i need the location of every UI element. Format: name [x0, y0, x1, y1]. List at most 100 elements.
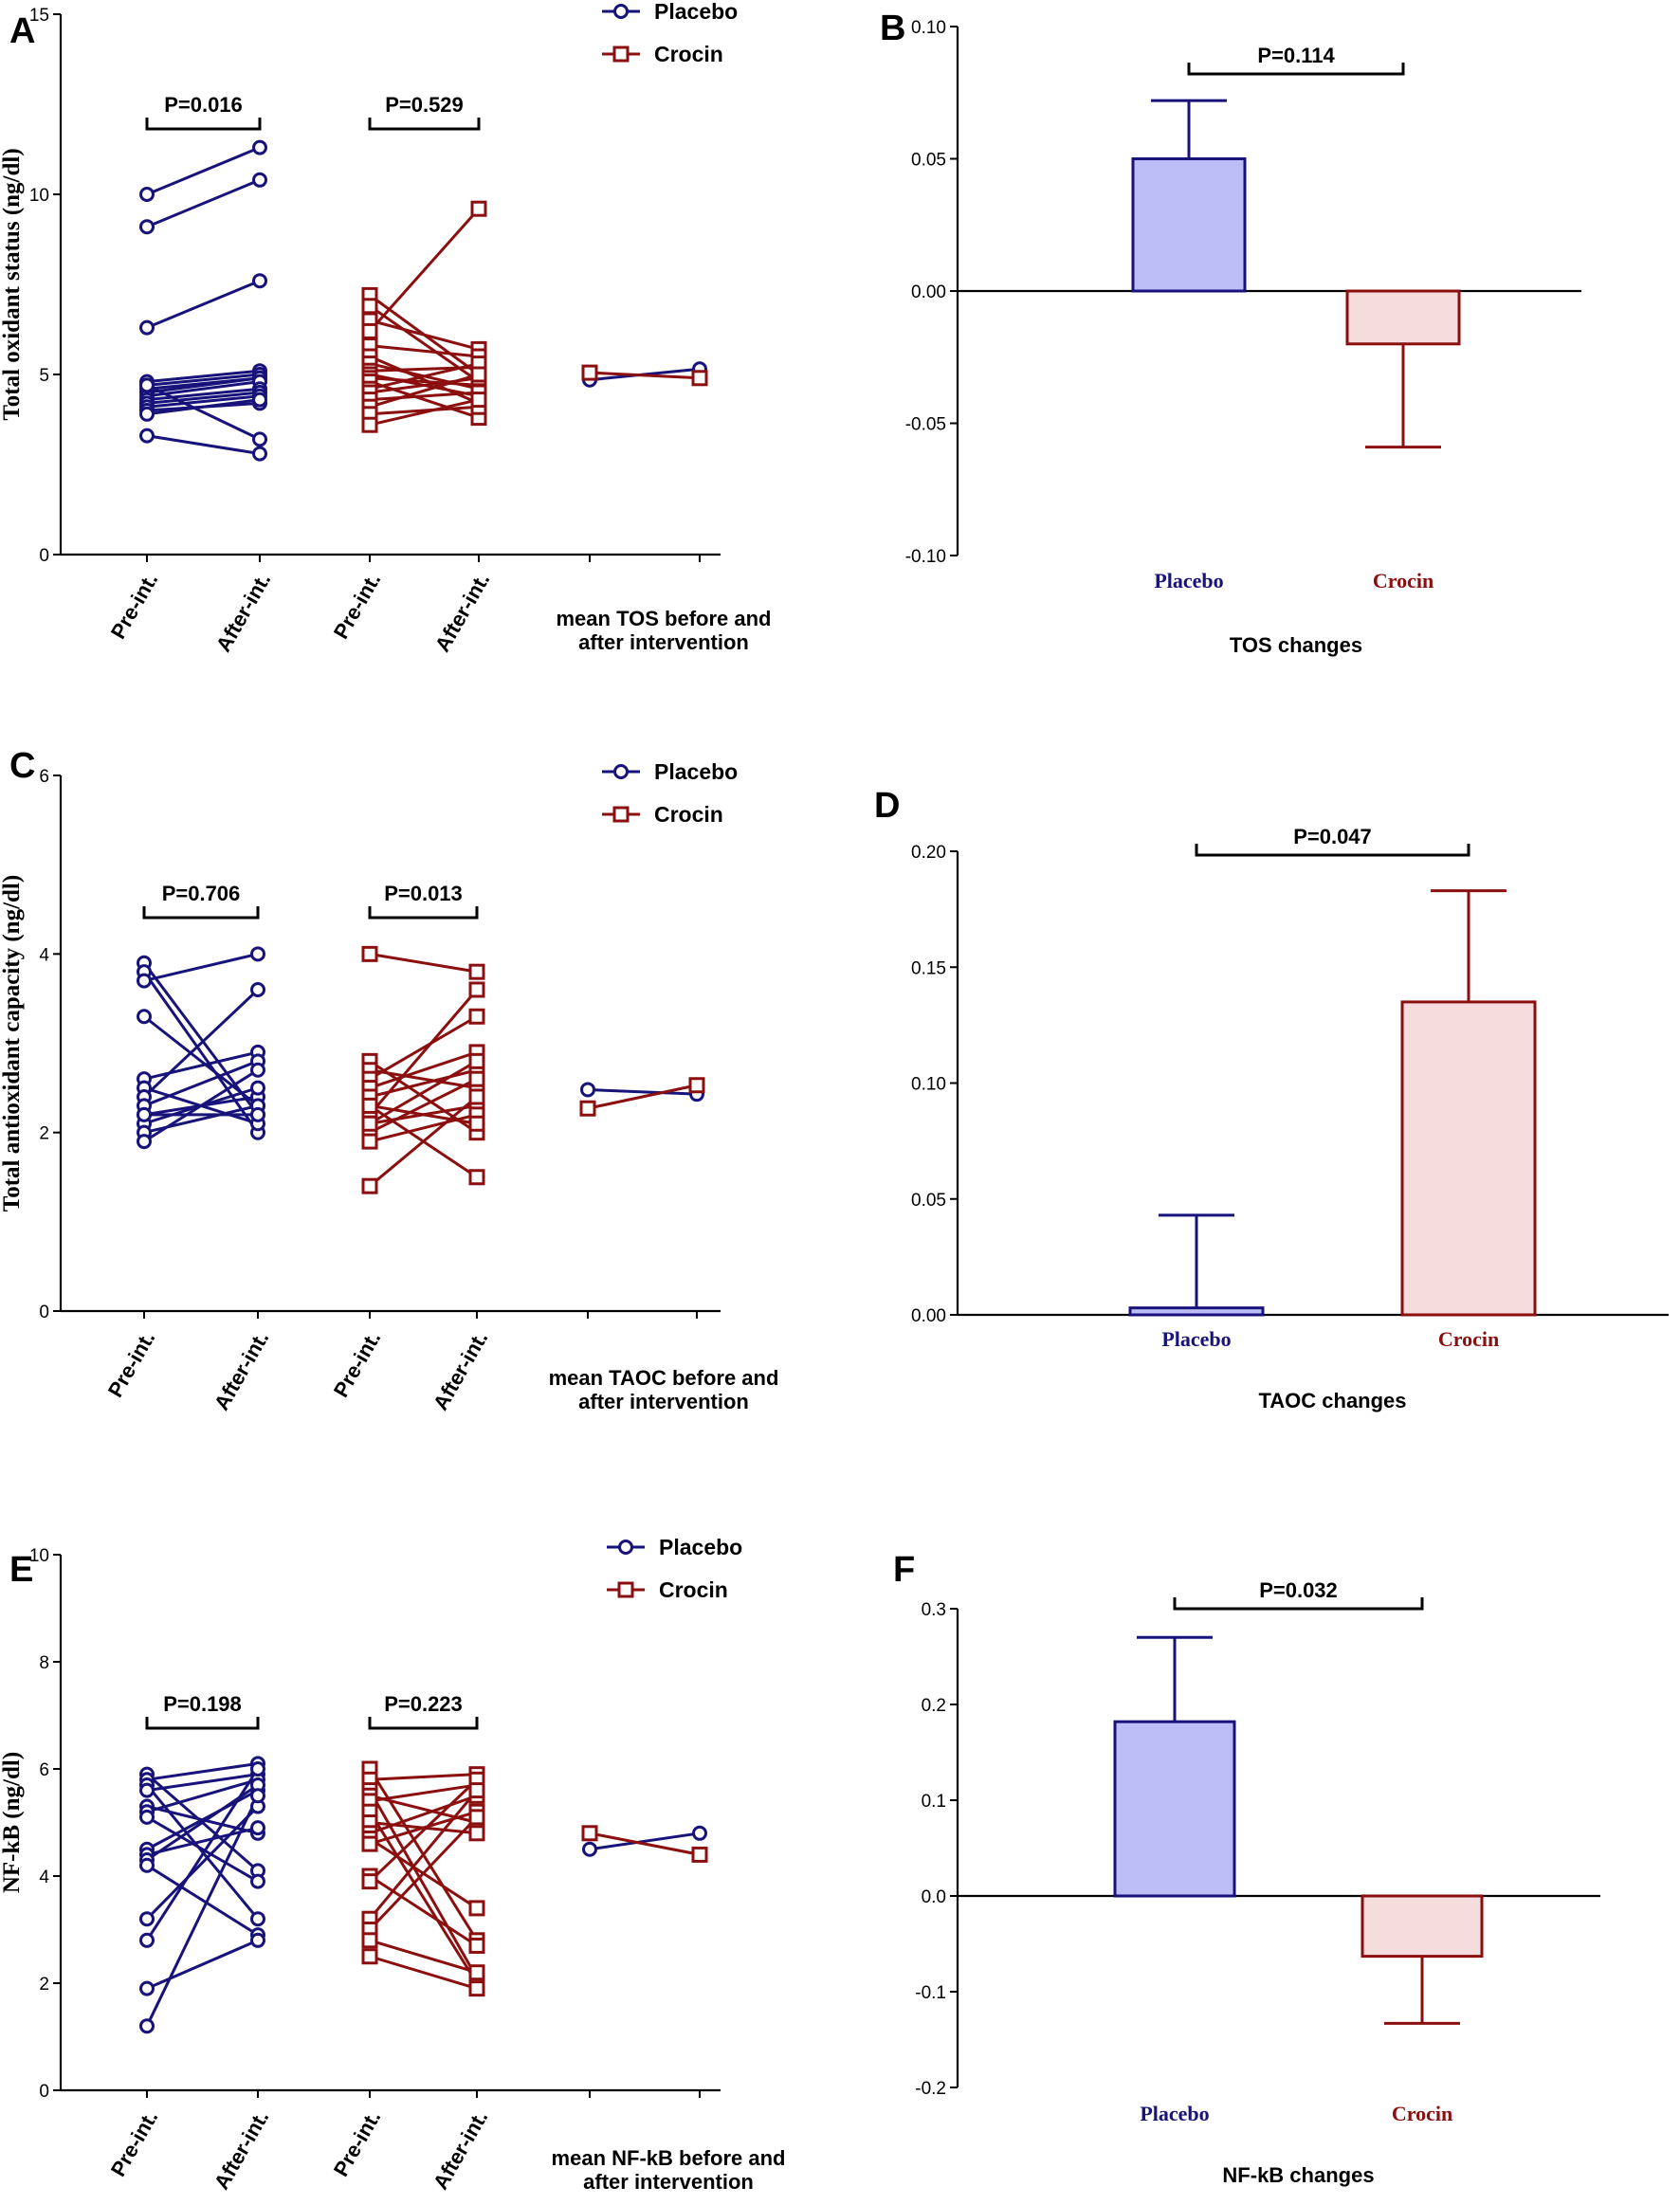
- mean-point-crocin-pre: [579, 1100, 596, 1117]
- data-point-after: [250, 1062, 265, 1078]
- subject-line: [146, 1777, 259, 1813]
- data-point-pre: [361, 1177, 378, 1194]
- subject-line: [369, 1810, 478, 1846]
- subject-line: [369, 1077, 478, 1135]
- data-point-pre: [361, 322, 378, 339]
- data-point-pre: [137, 1134, 152, 1150]
- subject-line: [369, 355, 480, 405]
- series-placebo: [137, 946, 265, 1150]
- y-tick-label: -0.2: [915, 2079, 946, 2099]
- legend: Placebo Crocin: [602, 0, 738, 66]
- subject-line: [143, 1059, 259, 1107]
- y-tick-label: 0.20: [911, 843, 946, 863]
- p-value-label: P=0.198: [163, 1692, 242, 1716]
- legend-marker-placebo: [613, 764, 629, 779]
- mean-series: [579, 1077, 705, 1117]
- p-value-label: P=0.016: [164, 93, 243, 117]
- panel-B: B -0.10 -0.05 0.00 0.05 0.10 Placebo Crocin TOS …: [880, 9, 1581, 657]
- p-value-bracket: [142, 906, 260, 920]
- subject-line: [146, 376, 261, 394]
- x-axis-label: TOS changes: [1230, 633, 1362, 657]
- data-point-pre: [137, 973, 152, 989]
- p-value-label: P=0.529: [385, 93, 464, 117]
- p-value-label: P=0.032: [1259, 1578, 1338, 1602]
- subject-line: [368, 208, 481, 333]
- subject-line: [369, 1014, 478, 1081]
- y-tick-label: 0.00: [911, 282, 946, 302]
- data-point-after: [250, 1820, 265, 1836]
- mean-label-line1: mean NF-kB before and: [552, 2146, 786, 2170]
- series-crocin: [361, 945, 485, 1194]
- y-tick-label: 4: [39, 945, 49, 965]
- panel-F: F -0.2 -0.1 0.0 0.1 0.2 0.3 Placebo Crocin NF-kB …: [893, 1550, 1600, 2187]
- legend-label-placebo: Placebo: [654, 759, 738, 784]
- subject-line: [369, 1060, 478, 1125]
- x-category-label: After-int.: [430, 569, 494, 656]
- data-point-pre: [361, 1932, 378, 1949]
- subject-line: [369, 1103, 478, 1125]
- y-tick-label: -0.05: [905, 415, 946, 435]
- y-tick-label: 6: [39, 767, 49, 787]
- mean-point-crocin-after: [691, 1846, 708, 1863]
- data-point-after: [250, 1932, 265, 1948]
- mean-line-crocin: [589, 371, 701, 380]
- y-tick-label: -0.10: [905, 547, 946, 567]
- y-axis-label: NF-kB (ng/dl): [0, 1752, 25, 1893]
- p-value-label: P=0.114: [1257, 44, 1335, 67]
- subject-line: [142, 971, 260, 1134]
- data-point-after: [470, 366, 487, 383]
- data-point-after: [468, 1980, 485, 1997]
- mean-point-placebo-after: [692, 1825, 707, 1841]
- subject-line: [146, 391, 261, 405]
- data-point-pre: [137, 1009, 152, 1025]
- mean-line-crocin: [589, 1831, 701, 1856]
- data-point-pre: [139, 1980, 155, 1996]
- legend-marker-crocin: [617, 1581, 634, 1598]
- p-value-bracket: [1195, 844, 1470, 857]
- subject-line: [143, 1068, 259, 1143]
- data-point-after: [468, 1964, 485, 1981]
- y-tick-label: 8: [39, 1653, 49, 1673]
- data-point-after: [468, 1825, 485, 1842]
- panel-label: D: [874, 786, 900, 826]
- y-tick-label: 0: [39, 1303, 49, 1322]
- panel-label: E: [9, 1550, 33, 1590]
- data-point-after: [468, 981, 485, 998]
- legend-label-crocin: Crocin: [659, 1577, 728, 1602]
- data-point-after: [250, 1106, 265, 1122]
- panel-label: B: [880, 9, 905, 48]
- y-tick-label: 10: [29, 186, 49, 206]
- y-tick-label: 0.05: [911, 151, 946, 171]
- data-point-after: [252, 392, 267, 408]
- subject-line: [369, 391, 480, 402]
- x-category-label: Placebo: [1154, 569, 1223, 592]
- mean-line-crocin: [587, 1084, 698, 1110]
- mean-point-crocin-after: [688, 1077, 705, 1094]
- mean-label-line2: after intervention: [578, 630, 749, 654]
- subject-line: [146, 1939, 259, 1991]
- subject-line: [369, 1113, 478, 1143]
- subject-line: [145, 1795, 260, 2027]
- legend-marker-placebo: [613, 4, 629, 19]
- y-tick-label: 10: [29, 1546, 49, 1566]
- mean-label-line2: after intervention: [578, 1390, 749, 1413]
- bar-placebo: [1131, 157, 1247, 293]
- data-point-after: [468, 1088, 485, 1105]
- subject-line: [368, 1815, 479, 1931]
- y-axis-label: Total antioxidant capacity (ng/dl): [0, 875, 25, 1212]
- subject-line: [369, 362, 480, 391]
- data-point-after: [250, 1911, 265, 1927]
- data-point-pre: [139, 1857, 155, 1873]
- data-point-pre: [139, 219, 155, 235]
- y-tick-label: -0.1: [915, 1983, 946, 2003]
- p-value-bracket: [368, 118, 481, 131]
- y-tick-label: 0.1: [922, 1792, 946, 1812]
- subject-line: [369, 380, 480, 420]
- subject-line: [142, 988, 260, 1099]
- bar-placebo: [1113, 1720, 1236, 1898]
- panel-label: F: [893, 1550, 915, 1590]
- x-axis-label: TAOC changes: [1258, 1389, 1406, 1412]
- p-value-bracket: [368, 1717, 479, 1730]
- x-axis-label: NF-kB changes: [1222, 2163, 1374, 2187]
- subject-line: [368, 1789, 479, 1979]
